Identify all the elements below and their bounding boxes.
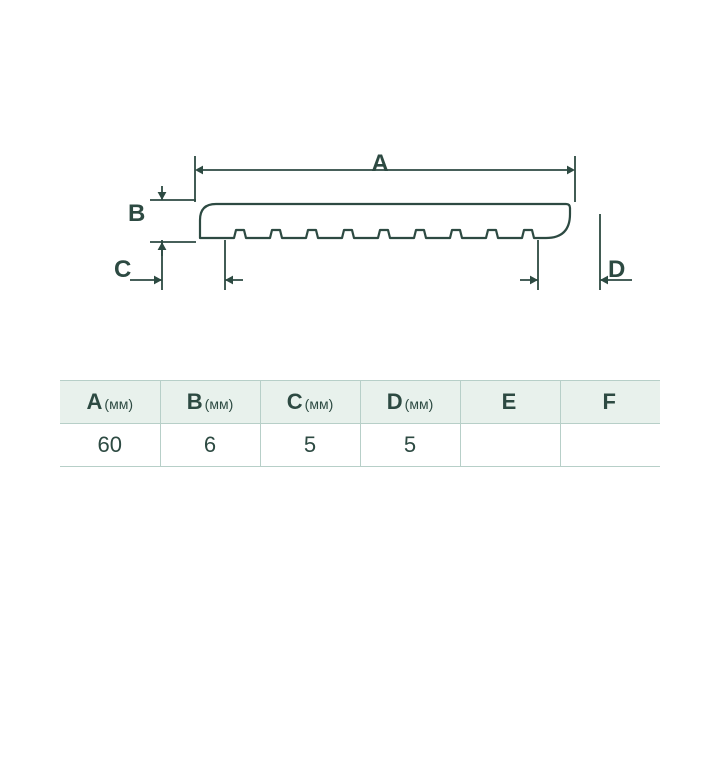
dim-label-a: A	[371, 150, 388, 178]
col-header-f-key: F	[603, 389, 616, 414]
table-header-row: A(мм) B(мм) C(мм) D(мм) E F	[60, 381, 660, 424]
col-header-e: E	[460, 381, 560, 424]
cell-c: 5	[260, 424, 360, 467]
cell-f	[560, 424, 660, 467]
dim-label-d: D	[608, 256, 625, 284]
col-header-f: F	[560, 381, 660, 424]
col-header-c: C(мм)	[260, 381, 360, 424]
col-header-c-key: C	[287, 389, 303, 414]
col-header-e-key: E	[502, 389, 517, 414]
col-header-b-unit: (мм)	[205, 396, 234, 412]
col-header-b-key: B	[187, 389, 203, 414]
col-header-d-unit: (мм)	[405, 396, 434, 412]
dim-label-b: B	[128, 200, 145, 228]
dim-label-c: C	[114, 256, 131, 284]
cell-a: 60	[60, 424, 160, 467]
table-row: 60 6 5 5	[60, 424, 660, 467]
col-header-c-unit: (мм)	[305, 396, 334, 412]
cell-e	[460, 424, 560, 467]
cell-b: 6	[160, 424, 260, 467]
col-header-d: D(мм)	[360, 381, 460, 424]
dimension-table-wrap: A(мм) B(мм) C(мм) D(мм) E F	[60, 380, 660, 467]
col-header-b: B(мм)	[160, 381, 260, 424]
page: A B C D A(мм) B(мм) C(мм) D(мм)	[0, 0, 720, 780]
cell-d: 5	[360, 424, 460, 467]
col-header-a-key: A	[87, 389, 103, 414]
col-header-a-unit: (мм)	[104, 396, 133, 412]
dimension-table: A(мм) B(мм) C(мм) D(мм) E F	[60, 380, 660, 467]
col-header-a: A(мм)	[60, 381, 160, 424]
col-header-d-key: D	[387, 389, 403, 414]
